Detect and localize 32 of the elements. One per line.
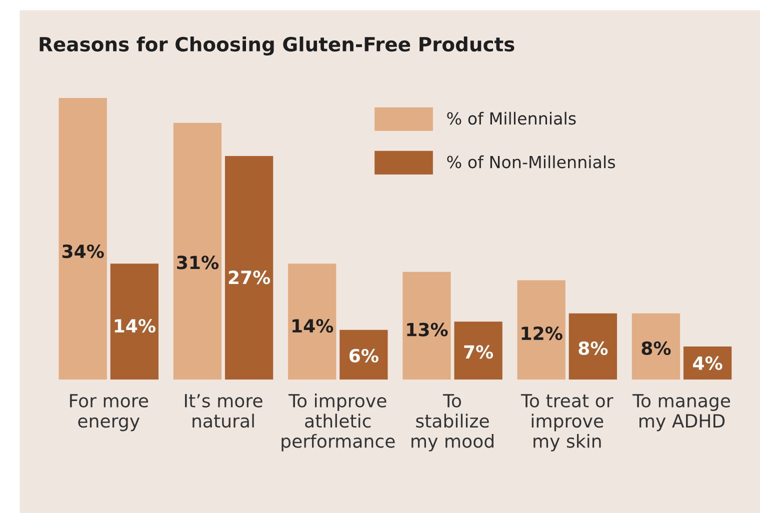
x-tick-label: It’s more natural xyxy=(185,394,262,428)
legend-label: % of Non-Millennials xyxy=(447,155,615,168)
bar xyxy=(454,322,502,380)
bar xyxy=(632,313,680,380)
x-tick-label: To manage my ADHD xyxy=(632,394,730,432)
data-label: 12% xyxy=(522,326,562,340)
bar xyxy=(517,280,566,380)
bar xyxy=(224,156,274,380)
x-tick-label: For more energy xyxy=(70,394,148,432)
bar xyxy=(340,330,388,380)
bar xyxy=(288,264,336,380)
data-label: 31% xyxy=(177,256,219,270)
data-label: 7% xyxy=(464,345,494,359)
bar xyxy=(58,98,107,380)
data-label: 4% xyxy=(693,356,722,370)
data-label: 6% xyxy=(349,348,378,362)
bar xyxy=(173,122,222,380)
data-label: 34% xyxy=(62,244,104,258)
data-label: 8% xyxy=(642,341,671,356)
chart-title: Reasons for Choosing Gluten-Free Products xyxy=(40,36,514,56)
data-label: 14% xyxy=(114,319,156,333)
data-label: 13% xyxy=(407,322,448,336)
x-tick-label: To treat or improve my skin xyxy=(520,394,614,452)
data-label: 27% xyxy=(228,270,270,284)
x-tick-label: To improve athletic performance xyxy=(282,394,395,452)
data-label: 14% xyxy=(292,319,334,333)
legend-label: % of Millennials xyxy=(447,112,576,125)
bar xyxy=(110,264,159,380)
data-label: 8% xyxy=(578,341,608,356)
bar xyxy=(568,313,617,380)
bar xyxy=(402,272,451,380)
x-tick-label: To stabilize my mood xyxy=(412,394,494,452)
